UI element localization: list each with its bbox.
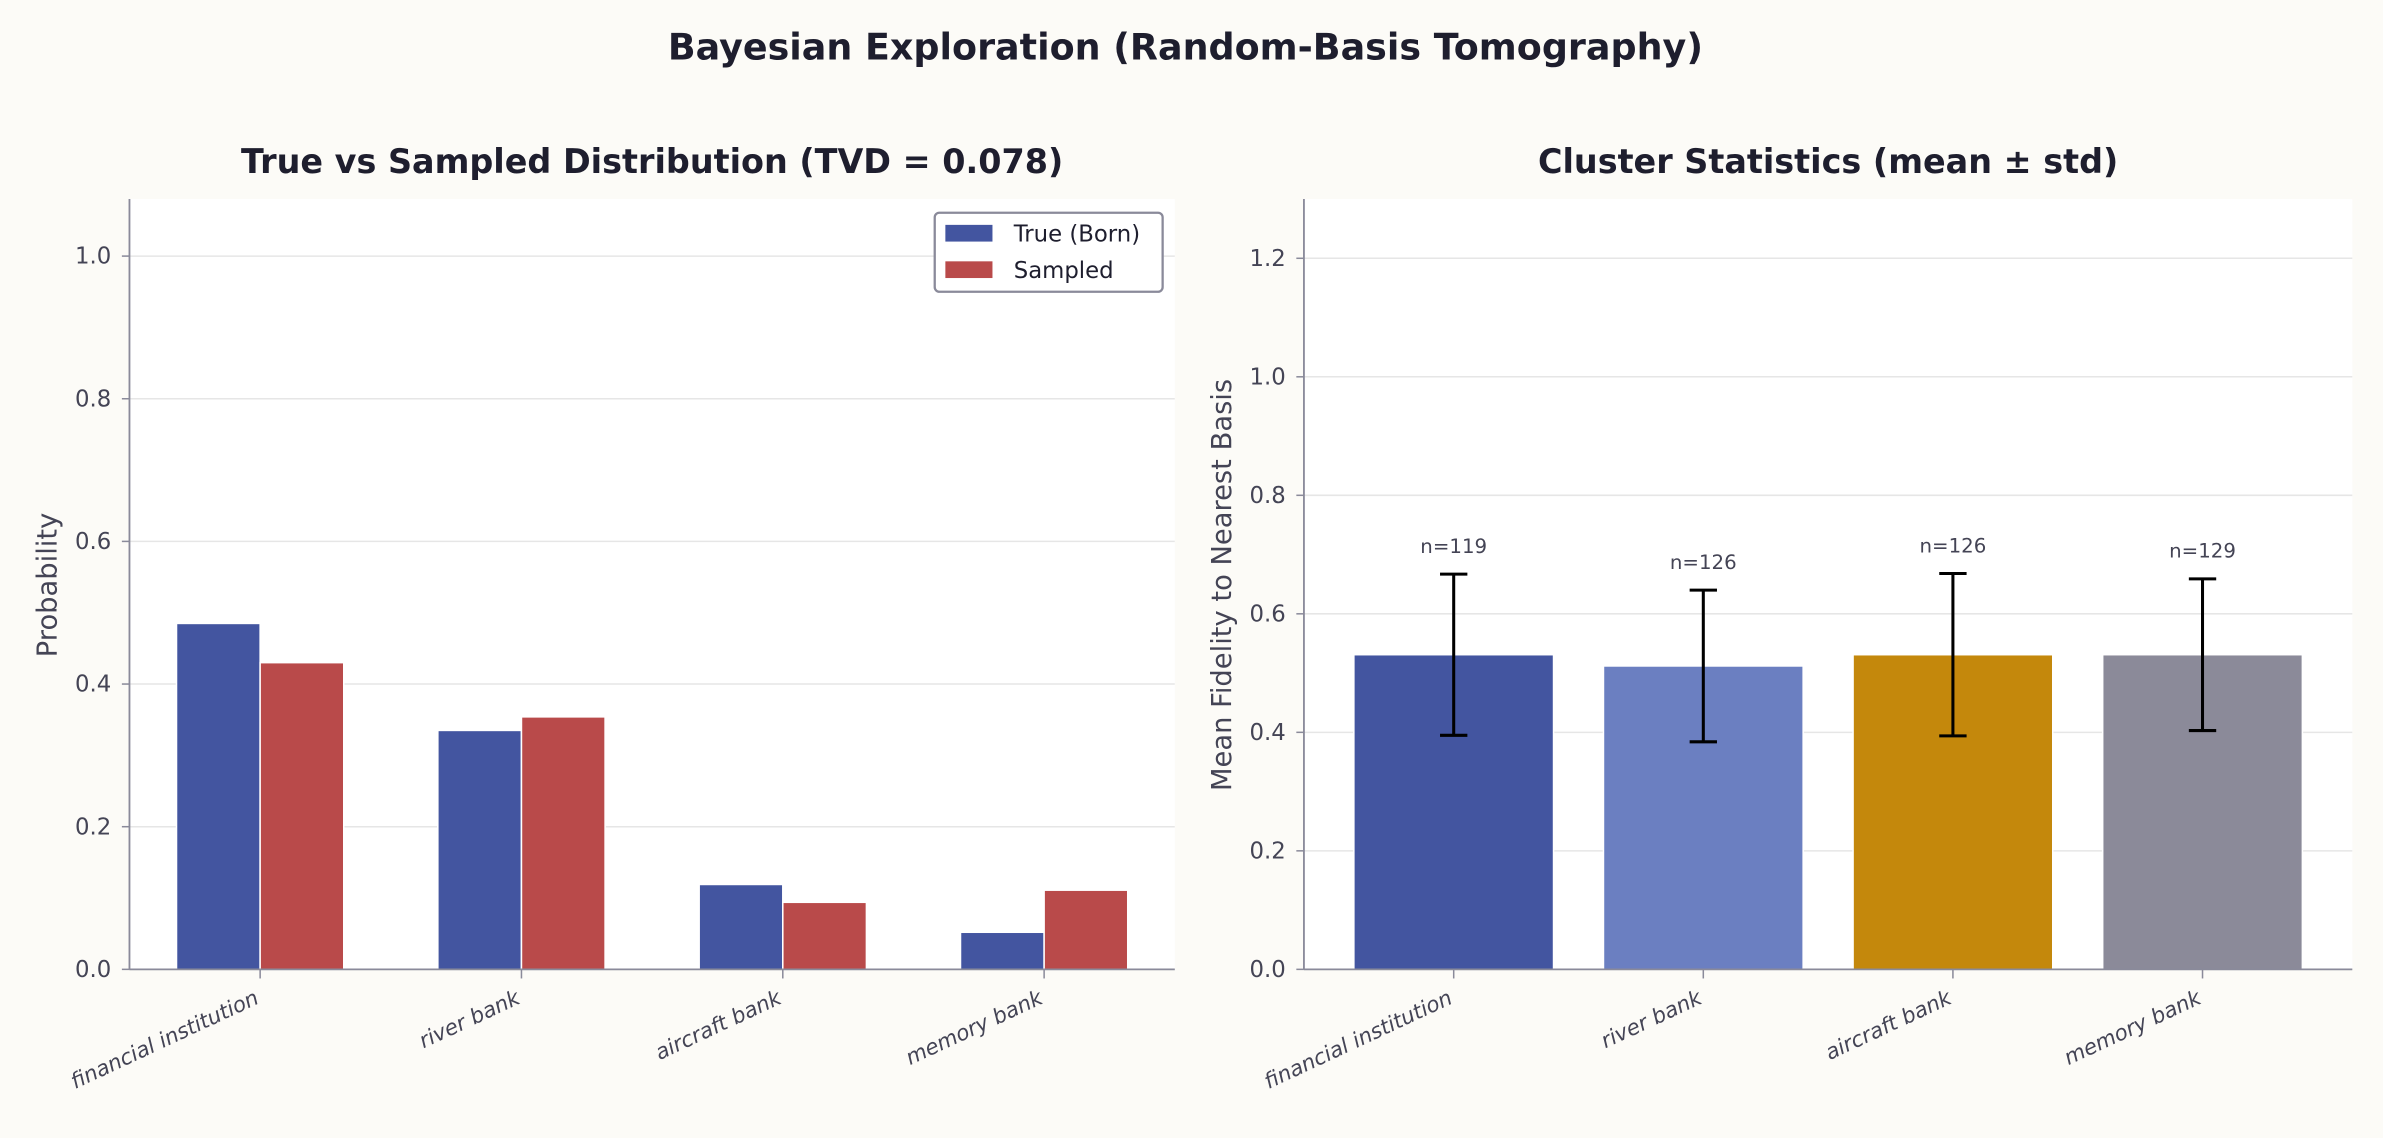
bar-sampled — [1043, 889, 1129, 971]
x-tick-label: aircraft bank — [1822, 985, 1957, 1066]
bar-sampled — [520, 716, 606, 971]
y-tick-label: 0.8 — [1249, 483, 1285, 509]
bar-sampled — [782, 901, 868, 971]
y-tick-label: 0.6 — [75, 529, 111, 555]
count-annotation: n=129 — [2169, 540, 2236, 563]
count-annotation: n=126 — [1670, 551, 1737, 574]
count-annotation: n=119 — [1420, 535, 1487, 558]
x-tick-label: memory bank — [902, 985, 1048, 1071]
y-tick-label: 1.2 — [1249, 246, 1285, 272]
y-tick-label: 0.6 — [1249, 601, 1285, 627]
legend-label-true: True (Born) — [1013, 222, 1140, 248]
y-axis-label: Mean Fidelity to Nearest Basis — [1207, 379, 1238, 791]
distribution-chart: True vs Sampled Distribution (TVD = 0.07… — [33, 142, 1175, 1095]
y-tick-label: 0.0 — [75, 957, 111, 983]
y-axis-label: Probability — [33, 513, 64, 657]
count-annotation: n=126 — [1920, 534, 1987, 557]
error-bar — [1689, 588, 1717, 744]
bar-true-born — [959, 931, 1045, 971]
y-tick-label: 0.0 — [1249, 957, 1285, 983]
legend-swatch-true — [945, 224, 993, 242]
cluster-statistics-chart: Cluster Statistics (mean ± std) Mean Fid… — [1207, 142, 2353, 1095]
chart-title: True vs Sampled Distribution (TVD = 0.07… — [241, 142, 1063, 181]
legend-label-sampled: Sampled — [1014, 258, 1114, 284]
figure-title: Bayesian Exploration (Random-Basis Tomog… — [668, 25, 1703, 68]
bar-true-born — [437, 729, 523, 971]
x-tick-label: aircraft bank — [651, 985, 786, 1066]
legend: True (Born) Sampled — [933, 211, 1164, 293]
y-tick-label: 0.4 — [75, 672, 111, 698]
bar-true-born — [698, 883, 784, 971]
x-tick-label: river bank — [415, 985, 525, 1054]
x-tick-label: river bank — [1597, 985, 1707, 1054]
x-tick-label: memory bank — [2060, 985, 2206, 1071]
bar-true-born — [175, 622, 261, 971]
bar-sampled — [259, 661, 345, 971]
y-tick-label: 0.2 — [1249, 838, 1285, 864]
error-bar — [1440, 572, 1468, 737]
x-tick-label: financial institution — [67, 986, 263, 1095]
y-tick-label: 1.0 — [75, 244, 111, 270]
y-tick-label: 0.8 — [75, 386, 111, 412]
legend-swatch-sampled — [945, 261, 993, 279]
error-bar — [1939, 572, 1967, 738]
y-tick-label: 0.2 — [75, 814, 111, 840]
error-bar — [2188, 577, 2217, 733]
y-tick-label: 1.0 — [1249, 364, 1285, 390]
chart-title: Cluster Statistics (mean ± std) — [1538, 142, 2118, 181]
y-tick-label: 0.4 — [1249, 720, 1285, 746]
x-tick-label: financial institution — [1261, 986, 1457, 1095]
